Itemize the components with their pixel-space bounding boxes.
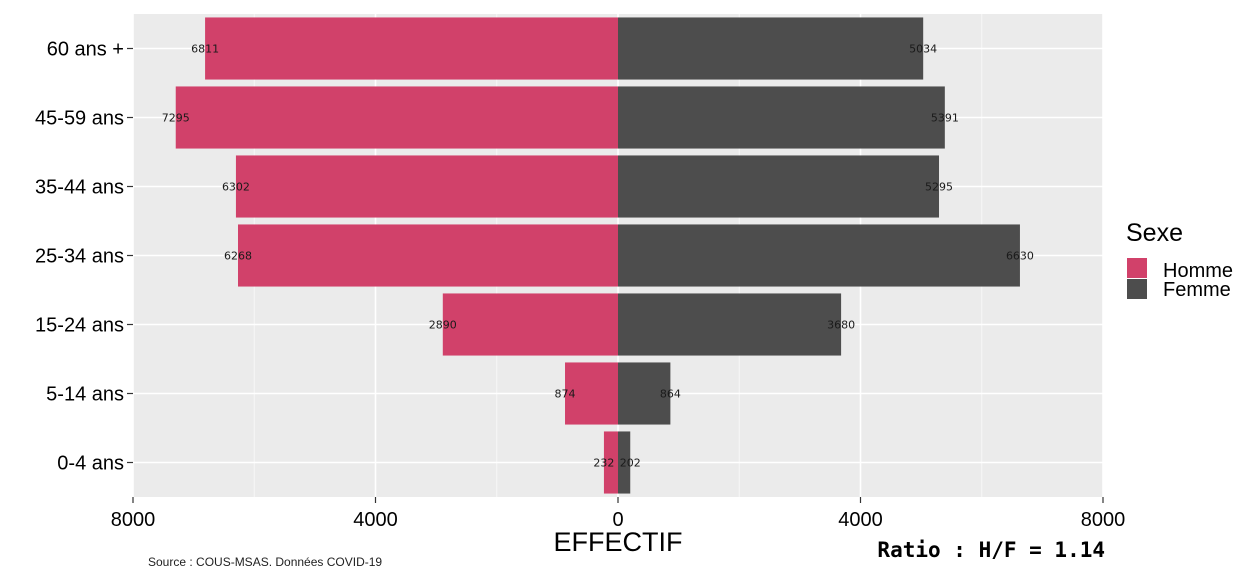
bar-homme: [175, 86, 618, 149]
y-tick-label: 15-24 ans: [35, 315, 124, 337]
bar-label-homme: 6811: [191, 43, 219, 56]
bar-label-homme: 232: [593, 457, 614, 470]
bar-homme: [235, 155, 618, 218]
bar-label-homme: 6302: [222, 181, 250, 194]
x-tick-label: 4000: [838, 509, 883, 531]
y-tick-label: 25-34 ans: [35, 246, 124, 268]
bar-label-femme: 5295: [925, 181, 953, 194]
bar-label-femme: 5391: [931, 112, 959, 125]
legend-label-femme: Femme: [1163, 279, 1231, 301]
bar-femme: [618, 431, 631, 494]
y-tick-label: 45-59 ans: [35, 108, 124, 130]
ratio-annotation: Ratio : H/F = 1.14: [877, 538, 1105, 562]
x-tick-label: 0: [612, 509, 623, 531]
y-tick-label: 5-14 ans: [46, 384, 124, 406]
legend-key-homme: [1127, 258, 1147, 278]
x-tick-label: 4000: [353, 509, 398, 531]
bar-femme: [618, 155, 940, 218]
bar-label-femme: 6630: [1006, 250, 1034, 263]
bar-label-homme: 7295: [162, 112, 190, 125]
legend-key-femme: [1127, 279, 1147, 299]
source-caption: Source : COUS-MSAS. Données COVID-19: [148, 555, 383, 569]
bar-label-femme: 3680: [827, 319, 855, 332]
x-tick-label: 8000: [1081, 509, 1126, 531]
bar-homme: [603, 431, 618, 494]
bars: [175, 17, 1020, 494]
y-axis: 0-4 ans 5-14 ans 15-24 ans 25-34 ans 35-44 a…: [35, 39, 133, 475]
bar-label-homme: 6268: [224, 250, 252, 263]
bar-labels: 232 202 874 864 2890 3680 6268 6630 6302 5295 7295…: [162, 43, 1034, 470]
bar-homme: [205, 17, 618, 80]
x-axis: 8000 4000 0 4000 8000: [111, 497, 1126, 531]
y-tick-label: 60 ans +: [47, 39, 124, 61]
x-axis-title: EFFECTIF: [554, 527, 683, 557]
bar-label-femme: 864: [660, 388, 681, 401]
bar-femme: [618, 86, 945, 149]
bar-label-femme: 5034: [909, 43, 937, 56]
legend-label-homme: Homme: [1163, 260, 1233, 282]
legend: Sexe Homme Femme: [1126, 219, 1233, 301]
bar-femme: [618, 293, 842, 356]
legend-title: Sexe: [1126, 219, 1183, 247]
x-tick-label: 8000: [111, 509, 156, 531]
y-tick-label: 0-4 ans: [57, 453, 124, 475]
bar-homme: [565, 362, 618, 425]
bar-femme: [618, 362, 671, 425]
bar-femme: [618, 224, 1020, 287]
bar-label-homme: 874: [555, 388, 576, 401]
bar-homme: [238, 224, 618, 287]
bar-label-homme: 2890: [429, 319, 457, 332]
bar-femme: [618, 17, 924, 80]
y-tick-label: 35-44 ans: [35, 177, 124, 199]
bar-label-femme: 202: [620, 457, 641, 470]
bar-homme: [442, 293, 618, 356]
